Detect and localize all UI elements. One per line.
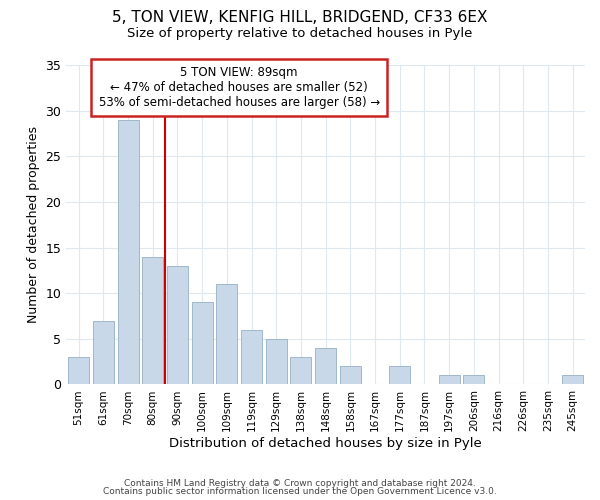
Y-axis label: Number of detached properties: Number of detached properties [27, 126, 40, 323]
Bar [118, 120, 139, 384]
Bar [142, 256, 163, 384]
Bar [93, 320, 114, 384]
Text: Contains public sector information licensed under the Open Government Licence v3: Contains public sector information licen… [103, 487, 497, 496]
Bar [463, 376, 484, 384]
Text: Contains HM Land Registry data © Crown copyright and database right 2024.: Contains HM Land Registry data © Crown c… [124, 478, 476, 488]
Text: 5 TON VIEW: 89sqm
← 47% of detached houses are smaller (52)
53% of semi-detached: 5 TON VIEW: 89sqm ← 47% of detached hous… [98, 66, 380, 110]
Bar [315, 348, 336, 385]
Bar [191, 302, 212, 384]
Text: 5, TON VIEW, KENFIG HILL, BRIDGEND, CF33 6EX: 5, TON VIEW, KENFIG HILL, BRIDGEND, CF33… [112, 10, 488, 25]
Bar [241, 330, 262, 384]
Bar [562, 376, 583, 384]
Bar [68, 357, 89, 384]
X-axis label: Distribution of detached houses by size in Pyle: Distribution of detached houses by size … [169, 437, 482, 450]
Bar [290, 357, 311, 384]
Bar [167, 266, 188, 384]
Bar [266, 339, 287, 384]
Bar [439, 376, 460, 384]
Bar [217, 284, 238, 384]
Bar [340, 366, 361, 384]
Bar [389, 366, 410, 384]
Text: Size of property relative to detached houses in Pyle: Size of property relative to detached ho… [127, 28, 473, 40]
